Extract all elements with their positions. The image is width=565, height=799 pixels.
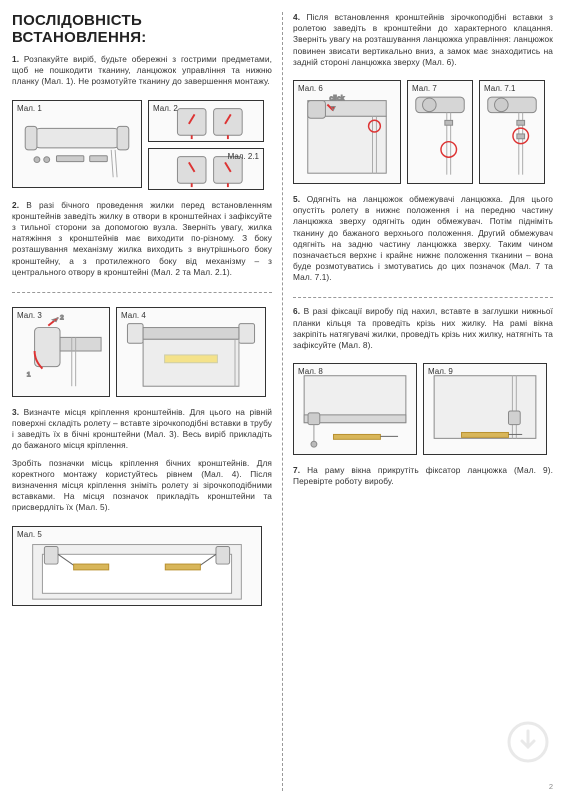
fig-row-34: Мал. 3 1 2 Мал. 4 xyxy=(12,307,272,397)
step-6-text: 6. В разі фіксації виробу під нахил, вст… xyxy=(293,306,553,351)
step-3-text: 3. Визначте місця кріплення кронштейнів.… xyxy=(12,407,272,452)
fig-2: Мал. 2 xyxy=(148,100,264,142)
click-label: click xyxy=(329,96,344,103)
step-2-text: 2. В разі бічного проведення жилки перед… xyxy=(12,200,272,278)
page-number: 2 xyxy=(549,782,553,791)
step-5-text: 5. Одягніть на ланцюжок обмежувачі ланцю… xyxy=(293,194,553,284)
fig-6: Мал. 6 click xyxy=(293,80,401,184)
fig-label: Мал. 1 xyxy=(17,104,42,113)
fig-label: Мал. 9 xyxy=(428,367,453,376)
fig-row-67: Мал. 6 click Мал. 7 xyxy=(293,80,553,184)
right-column: 4. Після встановлення кронштейнів зірочк… xyxy=(285,12,553,791)
page-title: ПОСЛІДОВНІСТЬ ВСТАНОВЛЕННЯ: xyxy=(12,12,272,46)
fig-1: Мал. 1 xyxy=(12,100,142,188)
step-4-text: 4. Після встановлення кронштейнів зірочк… xyxy=(293,12,553,68)
fig-label: Мал. 5 xyxy=(17,530,42,539)
fig-row-89: Мал. 8 Мал. 9 xyxy=(293,363,553,455)
fig-2-1: Мал. 2.1 xyxy=(148,148,264,190)
step-7-text: 7. На раму вікна прикрутіть фіксатор лан… xyxy=(293,465,553,487)
divider-v xyxy=(282,12,283,791)
fig-row-1: Мал. 1 Мал. 2 xyxy=(12,100,272,190)
fig-2-stack: Мал. 2 Мал. 2.1 xyxy=(148,100,264,190)
fig-label: Мал. 8 xyxy=(298,367,323,376)
fig-label: Мал. 3 xyxy=(17,311,42,320)
fig-8: Мал. 8 xyxy=(293,363,417,455)
fig-7: Мал. 7 xyxy=(407,80,473,184)
fig-9: Мал. 9 xyxy=(423,363,547,455)
fig-3: Мал. 3 1 2 xyxy=(12,307,110,397)
fig-label: Мал. 4 xyxy=(121,311,146,320)
page: ПОСЛІДОВНІСТЬ ВСТАНОВЛЕННЯ: 1. Розпакуйт… xyxy=(0,0,565,799)
fig-label: Мал. 2.1 xyxy=(228,152,259,161)
step-3b-text: Зробіть позначки місць кріплення бічних … xyxy=(12,458,272,514)
svg-text:2: 2 xyxy=(60,315,64,322)
svg-text:1: 1 xyxy=(27,371,31,378)
fig-row-5: Мал. 5 xyxy=(12,526,272,606)
left-column: ПОСЛІДОВНІСТЬ ВСТАНОВЛЕННЯ: 1. Розпакуйт… xyxy=(12,12,280,791)
fig-label: Мал. 7.1 xyxy=(484,84,515,93)
divider-h xyxy=(293,297,553,298)
fig-7-1: Мал. 7.1 xyxy=(479,80,545,184)
fig-label: Мал. 2 xyxy=(153,104,178,113)
fig-label: Мал. 6 xyxy=(298,84,323,93)
fig-5: Мал. 5 xyxy=(12,526,262,606)
fig-4: Мал. 4 xyxy=(116,307,266,397)
step-1-text: 1. Розпакуйте виріб, будьте обережні з г… xyxy=(12,54,272,88)
divider-h xyxy=(12,292,272,293)
fig-label: Мал. 7 xyxy=(412,84,437,93)
watermark-icon xyxy=(507,721,549,763)
fig-7-stack: Мал. 7 Мал. 7.1 xyxy=(407,80,553,184)
